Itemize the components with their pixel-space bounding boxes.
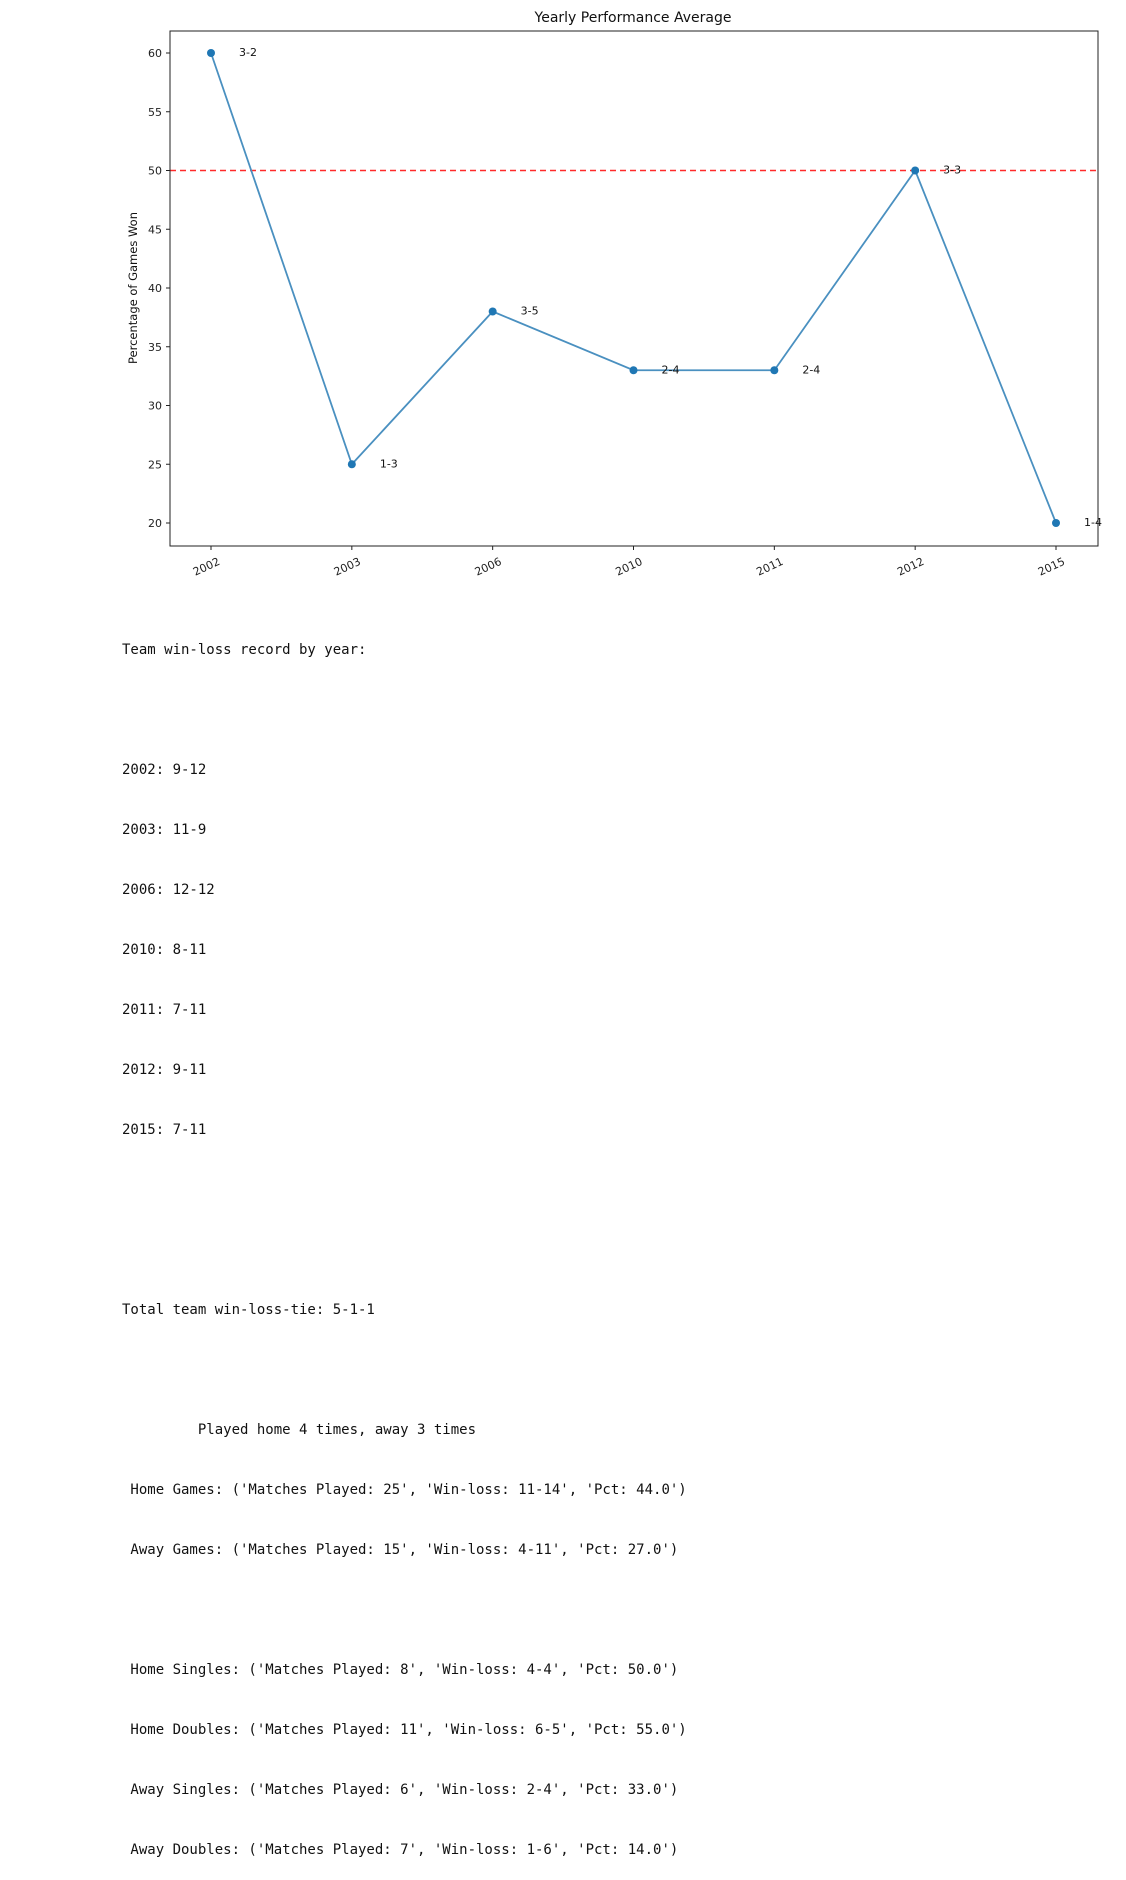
- away-games-line: Away Games: ('Matches Played: 15', 'Win-…: [122, 1542, 679, 1558]
- blank-line: [122, 1360, 687, 1380]
- data-annotation: 2-4: [802, 363, 820, 376]
- away-singles-line: Away Singles: ('Matches Played: 6', 'Win…: [122, 1782, 679, 1798]
- y-tick-label: 40: [148, 282, 162, 295]
- away-doubles-line: Away Doubles: ('Matches Played: 7', 'Win…: [122, 1842, 679, 1858]
- year-record-line: 2003: 11-9: [122, 822, 207, 838]
- total-record: Total team win-loss-tie: 5-1-1: [122, 1302, 375, 1318]
- y-tick-label: 60: [148, 47, 162, 60]
- data-point: [207, 49, 215, 57]
- played-summary: Played home 4 times, away 3 times: [122, 1422, 477, 1438]
- year-record-line: 2015: 7-11: [122, 1122, 207, 1138]
- series-line: [210, 52, 1057, 524]
- y-tick-label: 45: [148, 223, 162, 236]
- data-point: [629, 366, 638, 375]
- y-axis-label: Percentage of Games Won: [126, 212, 140, 364]
- year-record-line: 2012: 9-11: [122, 1062, 207, 1078]
- series-layer: [207, 49, 1060, 527]
- blank-line: [122, 1240, 687, 1260]
- x-tick-label: 2002: [191, 555, 222, 579]
- year-record-line: 2011: 7-11: [122, 1002, 207, 1018]
- year-record-line: 2002: 9-12: [122, 762, 207, 778]
- x-tick-label: 2015: [1036, 555, 1067, 579]
- home-singles-line: Home Singles: ('Matches Played: 8', 'Win…: [122, 1662, 679, 1678]
- year-record-line: 2010: 8-11: [122, 942, 207, 958]
- data-point: [347, 460, 356, 469]
- data-annotation: 1-4: [1084, 516, 1102, 529]
- tick-layer: 20 25 30 35 40 45 50 55 60 2002 2003 2006 2010 2011 20…: [148, 47, 1067, 579]
- x-tick-label: 2010: [614, 555, 645, 579]
- line-chart: Yearly Performance Average Percentage of…: [126, 10, 1102, 579]
- cell-output: Team win-loss record by year: 2002: 9-12…: [122, 600, 687, 1880]
- y-tick-label: 55: [148, 106, 162, 119]
- blank-line: [122, 1600, 687, 1620]
- data-annotation: 3-2: [239, 46, 257, 59]
- data-annotation: 1-3: [380, 457, 398, 470]
- y-tick-label: 25: [148, 458, 162, 471]
- x-tick-label: 2011: [754, 555, 785, 579]
- record-heading: Team win-loss record by year:: [122, 642, 367, 658]
- y-tick-label: 35: [148, 341, 162, 354]
- x-tick-label: 2006: [473, 555, 504, 579]
- plot-frame: [169, 30, 1099, 547]
- blank-line: [122, 700, 687, 720]
- y-tick-label: 20: [148, 517, 162, 530]
- data-annotation: 3-3: [943, 164, 961, 177]
- data-point: [1052, 519, 1060, 527]
- data-point: [770, 366, 779, 375]
- home-doubles-line: Home Doubles: ('Matches Played: 11', 'Wi…: [122, 1722, 687, 1738]
- data-point: [911, 166, 920, 175]
- y-tick-label: 30: [148, 400, 162, 413]
- blank-line: [122, 1180, 687, 1200]
- data-annotation: 2-4: [662, 363, 680, 376]
- y-tick-label: 50: [148, 165, 162, 178]
- chart-title: Yearly Performance Average: [534, 10, 732, 26]
- year-record-line: 2006: 12-12: [122, 882, 215, 898]
- annotation-layer: 3-2 1-3 3-5 2-4 2-4 3-3 1-4: [239, 46, 1102, 529]
- x-tick-label: 2012: [895, 555, 926, 579]
- data-point: [488, 307, 497, 316]
- home-games-line: Home Games: ('Matches Played: 25', 'Win-…: [122, 1482, 687, 1498]
- data-annotation: 3-5: [521, 305, 539, 318]
- x-tick-label: 2003: [332, 555, 363, 579]
